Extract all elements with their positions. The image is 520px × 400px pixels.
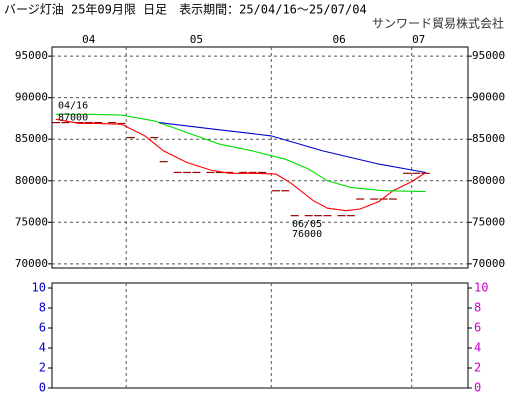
line-series: [56, 113, 426, 193]
line-series: [158, 122, 426, 174]
annotation-value: 87000: [58, 113, 88, 124]
y-tick-label: 80000: [15, 174, 48, 187]
annotation-date: 04/16: [58, 101, 88, 112]
source: サンワード貿易株式会社: [372, 16, 504, 31]
annotation-value: 76000: [292, 229, 322, 240]
lower-tick-label: 6: [39, 321, 46, 335]
lower-tick-label: 8: [39, 301, 46, 315]
y-tick-label: 70000: [472, 257, 505, 270]
annotation-date: 06/05: [292, 219, 322, 230]
y-tick-label: 85000: [15, 132, 48, 145]
lower-tick-label: 4: [474, 341, 481, 355]
y-tick-label: 95000: [15, 49, 48, 62]
lower-tick-label: 2: [474, 361, 481, 375]
month-label: 06: [333, 33, 346, 46]
main-frame: [51, 46, 469, 269]
lower-tick-label: 10: [32, 281, 46, 295]
lower-tick-label: 6: [474, 321, 481, 335]
y-tick-label: 95000: [472, 49, 505, 62]
lower-frame: [51, 282, 469, 389]
lower-tick-label: 10: [474, 281, 488, 295]
lower-tick-label: 0: [39, 381, 46, 395]
y-tick-label: 70000: [15, 257, 48, 270]
y-tick-label: 85000: [472, 132, 505, 145]
month-label: 04: [82, 33, 96, 46]
y-tick-label: 75000: [15, 215, 48, 228]
line-series: [55, 118, 426, 212]
y-tick-label: 90000: [472, 91, 505, 104]
lower-tick-label: 2: [39, 361, 46, 375]
chart-title: バージ灯油 25年09月限 日足 表示期間：25/04/16～25/07/04: [4, 3, 367, 17]
lower-tick-label: 0: [474, 381, 481, 395]
lower-tick-label: 8: [474, 301, 481, 315]
month-label: 07: [412, 33, 425, 46]
y-tick-label: 90000: [15, 91, 48, 104]
y-tick-label: 80000: [472, 174, 505, 187]
month-label: 05: [190, 33, 203, 46]
lower-tick-label: 4: [39, 341, 46, 355]
y-tick-label: 75000: [472, 215, 505, 228]
